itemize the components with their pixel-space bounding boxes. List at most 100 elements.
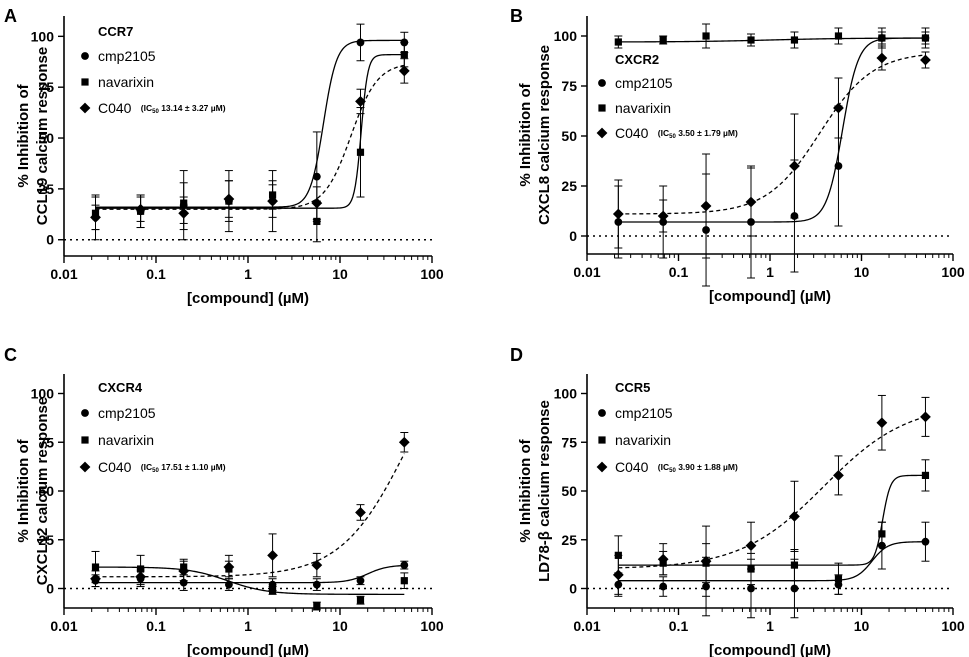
x-tick-label: 10	[854, 264, 870, 280]
legend-label-c040: C040	[615, 459, 649, 475]
data-point	[614, 38, 622, 46]
data-point	[90, 573, 101, 585]
data-point	[834, 32, 843, 40]
data-point	[398, 436, 410, 448]
panel-label: A	[4, 6, 17, 26]
y-tick-label: 100	[31, 28, 55, 44]
data-point	[356, 576, 365, 585]
y-axis-label: CXCL8 calcium response	[536, 45, 553, 225]
panel-title: CCR5	[615, 380, 650, 395]
data-point	[91, 563, 100, 571]
x-tick-label: 100	[941, 264, 965, 280]
legend-label-navarixin: navarixin	[98, 74, 154, 90]
fit-curve-navarixin	[95, 53, 405, 209]
y-tick-label: 25	[561, 178, 577, 194]
data-point	[920, 411, 931, 423]
x-tick-label: 0.1	[669, 618, 689, 634]
fit-curve-cmp2105	[618, 37, 926, 223]
x-axis-label: [compound] (µM)	[709, 288, 831, 305]
data-point	[659, 36, 667, 44]
y-tick-label: 25	[38, 532, 54, 548]
data-point	[921, 34, 930, 42]
data-point	[223, 193, 235, 205]
data-point	[789, 160, 800, 172]
series-c040	[612, 394, 931, 597]
data-point	[700, 200, 712, 212]
x-axis-label: [compound] (µM)	[187, 642, 309, 657]
y-axis-label: CCL19 calcium response	[34, 47, 51, 225]
y-tick-label: 100	[554, 28, 578, 44]
legend-marker-cmp2105	[598, 409, 606, 417]
legend-marker-navarixin	[598, 104, 606, 112]
data-point	[790, 584, 799, 593]
data-point	[268, 586, 277, 595]
y-tick-label: 50	[561, 128, 577, 144]
data-point	[225, 580, 233, 589]
x-tick-label: 100	[941, 618, 965, 634]
y-tick-label: 75	[38, 79, 54, 95]
fit-curve-c040	[95, 453, 405, 578]
legend-marker-cmp2105	[81, 409, 89, 417]
fit-curve-cmp2105	[95, 564, 405, 584]
data-point	[400, 51, 408, 59]
data-point	[90, 211, 101, 223]
data-point	[178, 207, 190, 219]
panel-a: A 0 25 50 75 100 0.01 0.1 1 10 100 [compound] (µM)%…	[4, 6, 444, 307]
data-point	[355, 96, 366, 107]
data-point	[921, 471, 930, 479]
data-point	[356, 596, 365, 604]
ic50-annotation: (IC50 3.90 ± 1.88 µM)	[658, 462, 738, 474]
y-tick-label: 0	[569, 581, 577, 597]
data-point	[745, 540, 757, 551]
x-tick-label: 0.01	[50, 266, 77, 282]
panel-label: D	[510, 345, 523, 365]
data-point	[876, 417, 888, 429]
fit-curve-cmp2105	[618, 541, 926, 582]
ic50-annotation: (IC50 13.14 ± 3.27 µM)	[141, 103, 226, 115]
data-point	[398, 65, 410, 77]
panel-label: B	[510, 6, 523, 26]
data-point	[921, 537, 930, 546]
y-tick-label: 0	[569, 228, 577, 244]
data-point	[313, 217, 321, 226]
legend-label-c040: C040	[98, 459, 132, 475]
data-point	[657, 210, 669, 222]
x-tick-label: 0.1	[146, 266, 166, 282]
data-point	[355, 507, 366, 518]
data-point	[878, 530, 886, 538]
data-point	[356, 148, 365, 156]
fit-curve-navarixin	[95, 566, 405, 595]
y-axis-label: % Inhibition of	[15, 438, 32, 542]
legend-marker-cmp2105	[81, 52, 89, 60]
x-tick-label: 0.01	[50, 618, 77, 634]
fit-curve-c040	[618, 54, 926, 215]
x-tick-label: 1	[766, 264, 774, 280]
panel-title: CXCR2	[615, 52, 659, 67]
y-axis-label: LD78-β calcium response	[536, 400, 553, 582]
data-point	[833, 470, 844, 481]
data-point	[700, 555, 712, 567]
y-tick-label: 50	[38, 483, 54, 499]
data-point	[834, 162, 843, 170]
legend-label-navarixin: navarixin	[615, 432, 671, 448]
data-point	[267, 195, 278, 207]
legend-marker-navarixin	[81, 78, 89, 86]
x-axis-label: [compound] (µM)	[187, 290, 309, 307]
legend-marker-cmp2105	[598, 79, 606, 87]
ic50-annotation: (IC50 3.50 ± 1.79 µM)	[658, 128, 738, 140]
data-point	[313, 602, 321, 610]
y-tick-label: 75	[38, 434, 54, 450]
x-tick-label: 0.1	[146, 618, 166, 634]
legend-label-cmp2105: cmp2105	[98, 405, 156, 421]
legend-marker-c040	[596, 127, 608, 139]
legend-marker-navarixin	[81, 436, 89, 444]
series-c040	[612, 45, 931, 259]
fit-curve-navarixin	[618, 37, 926, 43]
data-point	[876, 52, 888, 64]
data-point	[135, 203, 146, 215]
panel-label: C	[4, 345, 17, 365]
y-axis-label: % Inhibition of	[517, 438, 534, 542]
legend-label-navarixin: navarixin	[98, 432, 154, 448]
x-tick-label: 10	[332, 266, 348, 282]
